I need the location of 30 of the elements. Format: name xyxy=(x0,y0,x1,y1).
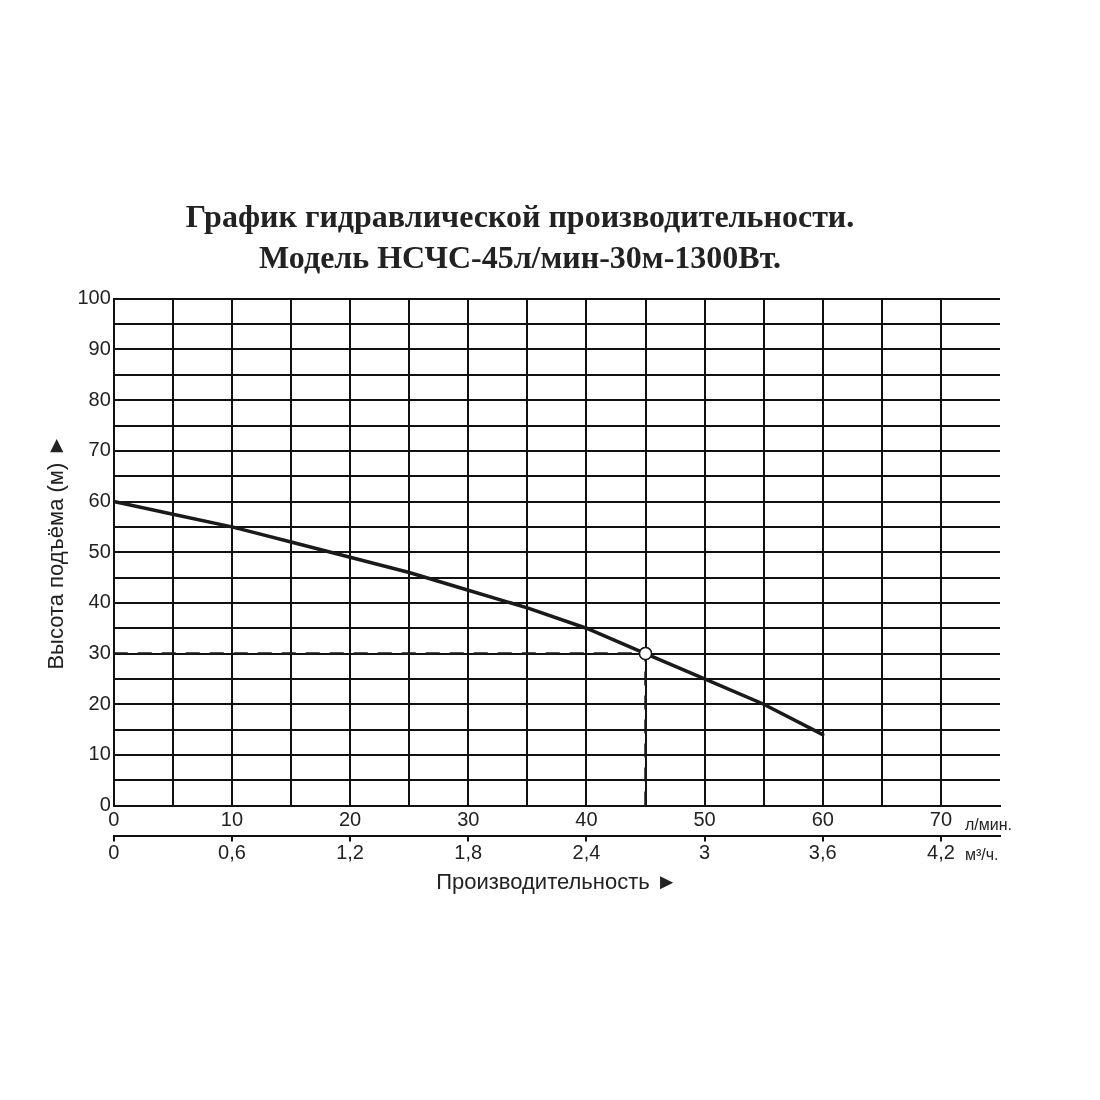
x-tick-label: 40 xyxy=(575,808,598,831)
x2-tick-label: 3 xyxy=(699,841,711,864)
x2-tick-label: 1,2 xyxy=(336,841,364,864)
text: л/мин. xyxy=(964,816,1012,834)
chart-title: График гидравлической производительности. xyxy=(185,198,855,235)
x2-tick-label: 4,2 xyxy=(927,841,955,864)
x-tick-label: 60 xyxy=(811,808,834,831)
y-tick-label: 10 xyxy=(88,742,111,765)
x-tick-label: 30 xyxy=(457,808,480,831)
y-tick-label: 70 xyxy=(88,438,111,461)
x-tick-label: 20 xyxy=(338,808,362,831)
y-tick-label: 20 xyxy=(88,691,111,714)
text: м³/ч. xyxy=(964,846,999,864)
chart-subtitle: Модель НСЧС-45л/мин-30м-1300Вт. xyxy=(259,238,781,275)
y-tick-label: 100 xyxy=(77,286,111,309)
y-axis-title: Высота подъёма (м) ► xyxy=(43,434,69,670)
y-tick-label: 90 xyxy=(88,337,111,359)
x-tick-label: 50 xyxy=(693,808,716,831)
y-tick-label: 80 xyxy=(88,387,111,410)
x-tick-label: 70 xyxy=(929,808,953,831)
y-tick-label: 60 xyxy=(88,489,111,512)
x2-tick-label: 1,8 xyxy=(454,841,483,864)
x-tick-label: 10 xyxy=(220,808,244,831)
y-tick-label: 30 xyxy=(88,641,111,664)
x2-tick-label: 3,6 xyxy=(808,841,837,864)
y-tick-label: 40 xyxy=(88,590,111,613)
x2-tick-label: 0,6 xyxy=(218,841,246,864)
y-tick-label: 50 xyxy=(88,539,111,562)
x-axis-title: Производительность ► xyxy=(436,868,678,894)
x2-tick-label: 2,4 xyxy=(572,841,601,864)
